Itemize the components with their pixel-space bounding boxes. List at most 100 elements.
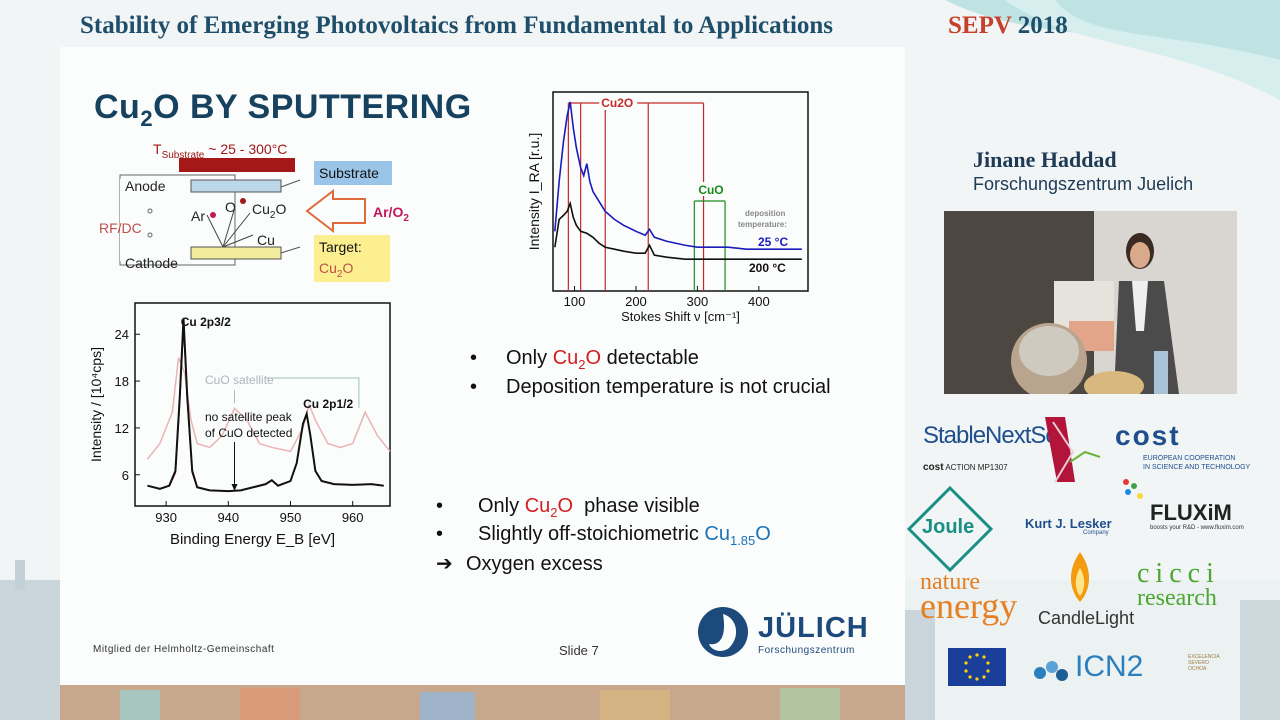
bullet-dot: • bbox=[436, 523, 444, 545]
julich-name: JÜLICH bbox=[758, 612, 869, 644]
raman-bullet-2: • Deposition temperature is not crucial bbox=[470, 376, 831, 399]
y-tick-label: 12 bbox=[115, 421, 129, 436]
fluxim-tagline: boosts your R&D - www.fluxim.com bbox=[1150, 525, 1244, 531]
x-tick-label: 100 bbox=[564, 294, 586, 309]
heater-bar bbox=[179, 158, 295, 172]
speaker-affiliation: Forschungszentrum Juelich bbox=[973, 174, 1194, 194]
bullet-text: phase visible bbox=[573, 495, 700, 517]
bullet-dot: • bbox=[470, 376, 478, 398]
target-material: Cu2O bbox=[319, 260, 353, 280]
joule-logo-icon bbox=[907, 486, 993, 572]
speaker-video-frame bbox=[944, 211, 1237, 394]
slide-title: Cu2O BY SPUTTERING bbox=[94, 88, 472, 132]
target-label-box bbox=[314, 235, 390, 282]
ar-o2-label: Ar/O2 bbox=[373, 204, 409, 224]
x-tick-label: 400 bbox=[748, 294, 770, 309]
x-tick-label: 940 bbox=[217, 510, 239, 525]
t-substrate-label: TSubstrate ~ 25 - 300°C bbox=[153, 141, 287, 161]
satellite-pointer bbox=[265, 377, 360, 408]
eu-flag-icon bbox=[948, 648, 1006, 686]
x-tick-label: 950 bbox=[280, 510, 302, 525]
footer-helmholtz: Mitglied der Helmholtz-Gemeinschaft bbox=[93, 644, 275, 655]
x-tick-label: 300 bbox=[687, 294, 709, 309]
conference-acronym: SEPV bbox=[948, 12, 1012, 39]
cu2p12-annotation: Cu 2p1/2 bbox=[303, 397, 353, 411]
deposition-annotation-line1: deposition bbox=[745, 209, 786, 218]
rf-dc-label: RF/DC bbox=[99, 220, 142, 236]
xps-chart: 930 940 950 960 6 12 18 24 Binding Energy E_B [e… bbox=[88, 302, 391, 548]
bullet-dot: • bbox=[470, 347, 478, 369]
bullet-text: Only bbox=[506, 347, 553, 369]
x-tick-label: 960 bbox=[342, 510, 364, 525]
julich-logo-icon bbox=[698, 607, 748, 657]
bullet-text: Only bbox=[478, 495, 525, 517]
y-axis-label: Intensity I_RA [r.u.] bbox=[526, 133, 542, 251]
speaker-name: Jinane Haddad bbox=[973, 147, 1117, 172]
substrate-label: Substrate bbox=[319, 165, 379, 181]
cost-subtitle: EUROPEAN COOPERATION IN SCIENCE AND TECHN… bbox=[1143, 455, 1251, 471]
cathode-label: Cathode bbox=[125, 255, 178, 271]
cicci-research-logo: cicci research bbox=[1137, 558, 1220, 611]
joule-logo: Joule bbox=[922, 516, 975, 538]
cu2o-annotation: Cu2O bbox=[601, 96, 633, 110]
cu2o-highlight: Cu2O bbox=[552, 347, 602, 372]
raman-chart: Cu2O CuO deposition temperature: 25 °C 200 °C… bbox=[526, 91, 809, 324]
bullet-text: Deposition temperature is not crucial bbox=[506, 376, 831, 398]
legend-25c: 25 °C bbox=[758, 235, 788, 249]
xps-bullet-2: • Slightly off-stoichiometric Cu1.85O bbox=[436, 523, 771, 548]
kurt-lesker-subtitle: Company bbox=[1083, 530, 1109, 536]
target-label: Target: bbox=[319, 239, 362, 255]
title-subscript: 2 bbox=[140, 105, 154, 131]
conference-name: SEPV 2018 bbox=[948, 12, 1068, 40]
cu2p32-annotation: Cu 2p3/2 bbox=[181, 315, 231, 329]
icn2-dots-icon bbox=[1034, 661, 1068, 681]
header-decoration bbox=[945, 0, 1280, 100]
title-part: O BY SPUTTERING bbox=[153, 88, 472, 126]
y-tick-label: 18 bbox=[115, 374, 129, 389]
icn2-logo: ICN2 bbox=[1075, 650, 1144, 683]
speaker-video bbox=[944, 211, 1237, 394]
cu2o-label-bg bbox=[599, 97, 638, 110]
deposition-annotation-line2: temperature: bbox=[738, 220, 787, 229]
x-tick-label: 200 bbox=[625, 294, 647, 309]
cu2o-particle-label: Cu2O bbox=[252, 201, 286, 221]
candlelight-logo: CandleLight bbox=[1038, 608, 1135, 628]
bullet-text: detectable bbox=[601, 347, 699, 369]
cost-logo: cost bbox=[1115, 420, 1181, 451]
severo-ochoa-logo: EXCELENCIA SEVERO OCHOA bbox=[1188, 654, 1220, 672]
y-tick-label: 24 bbox=[115, 327, 129, 342]
candlelight-flame-icon bbox=[1070, 552, 1090, 602]
xps-series-cuo-reference bbox=[146, 357, 391, 460]
nature-energy-logo: nature energy bbox=[920, 569, 1018, 626]
fluxim-dots-icon bbox=[1123, 479, 1143, 499]
ar-label: Ar bbox=[191, 208, 205, 224]
slide-number: Slide 7 bbox=[559, 643, 599, 658]
raman-plot-frame bbox=[552, 91, 809, 292]
legend-200c: 200 °C bbox=[749, 261, 786, 275]
gas-inlet-arrow bbox=[305, 188, 366, 234]
y-tick-label: 6 bbox=[122, 468, 129, 483]
sponsor-logos: StableNextSol cost ACTION MP1307 cost EU… bbox=[905, 410, 1280, 700]
conference-title: Stability of Emerging Photovoltaics from… bbox=[80, 12, 834, 39]
bullet-text: Oxygen excess bbox=[466, 553, 603, 575]
y-axis-label: Intensity / [10⁴cps] bbox=[88, 347, 104, 462]
title-part: Cu bbox=[94, 88, 141, 126]
fluxim-logo: FLUXiM bbox=[1150, 500, 1232, 525]
target-plate bbox=[190, 246, 282, 260]
anode-label: Anode bbox=[125, 178, 166, 194]
substrate-plate bbox=[190, 179, 282, 193]
x-axis-label: Binding Energy E_B [eV] bbox=[170, 531, 335, 548]
stoichiometry-highlight: Cu1.85O bbox=[704, 523, 771, 548]
stablenextsol-ribbon-icon bbox=[1045, 417, 1101, 483]
xps-series-measured bbox=[147, 318, 384, 493]
cuo-satellite-annotation: CuO satellite bbox=[205, 373, 274, 387]
stablenextsol-logo: StableNextSol bbox=[923, 422, 1063, 449]
xps-bullet-1: • Only Cu2O phase visible bbox=[436, 495, 700, 520]
series-200c-line bbox=[554, 200, 802, 260]
xps-bullet-3: ➔ Oxygen excess bbox=[436, 551, 603, 576]
cuo-annotation: CuO bbox=[698, 183, 723, 197]
series-25c-line bbox=[554, 101, 802, 251]
no-satellite-arrowhead bbox=[231, 484, 238, 491]
sputtering-schematic: TSubstrate ~ 25 - 300°C Anode Substrate … bbox=[99, 141, 409, 282]
bullet-dot: • bbox=[436, 495, 444, 517]
